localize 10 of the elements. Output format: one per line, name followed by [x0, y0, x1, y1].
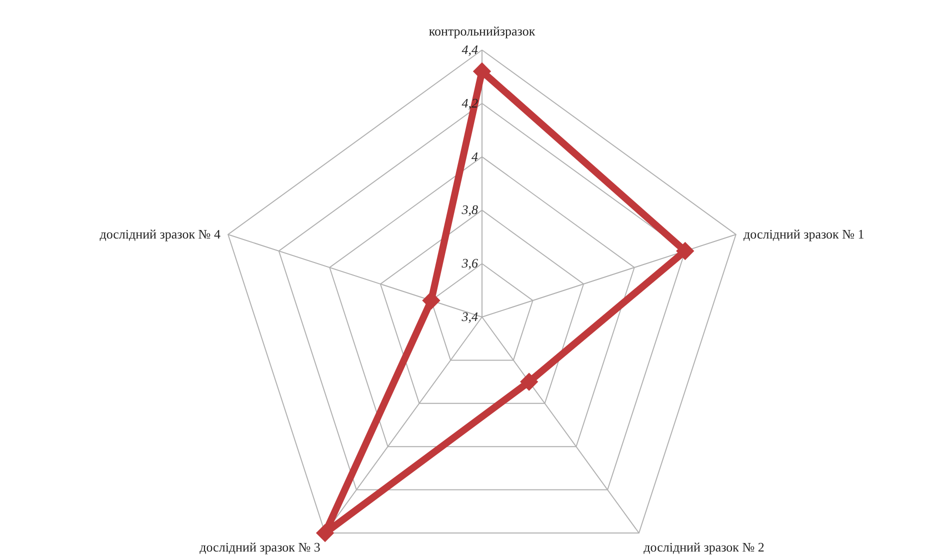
y-tick-label: 4: [472, 148, 478, 164]
y-tick-label: 3,6: [460, 256, 478, 271]
spoke-label: дослідний зразок № 4: [100, 226, 221, 242]
y-tick-label: 4,4: [462, 42, 478, 57]
spoke-label: дослідний зразок № 1: [744, 226, 864, 242]
y-tick-label: 3,8: [460, 202, 478, 218]
spoke-label: дослідний зразок № 2: [644, 540, 764, 555]
y-tick-label: 3,4: [460, 309, 478, 324]
spoke-label: контрольнийзразок: [428, 23, 536, 38]
spoke-label: дослідний зразок № 3: [200, 540, 320, 555]
